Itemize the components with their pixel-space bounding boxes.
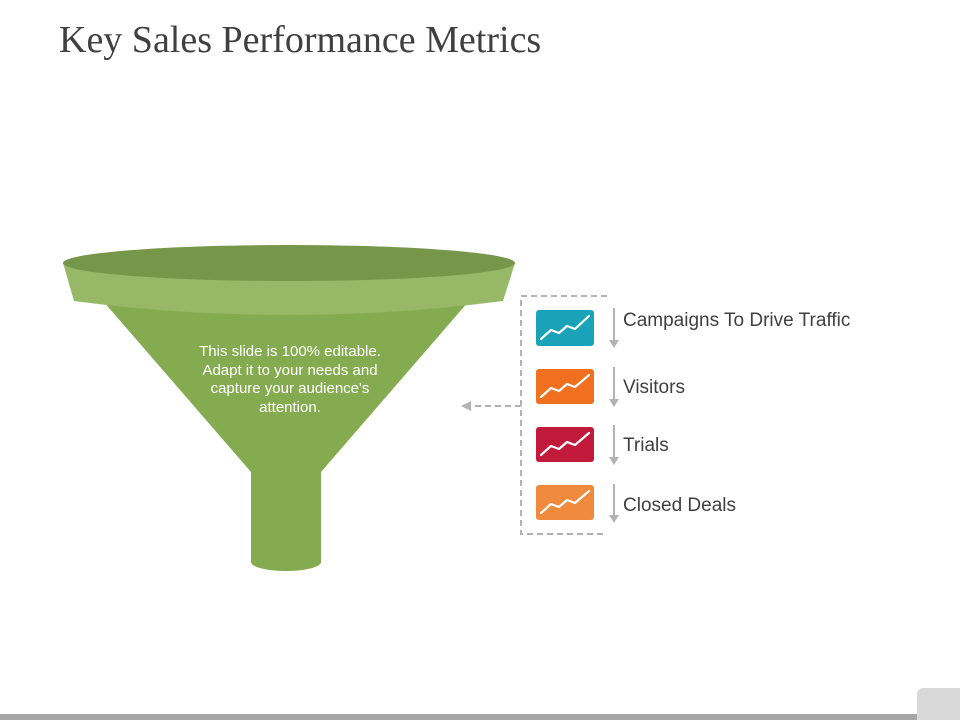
down-arrow-icon <box>609 399 619 407</box>
stage-visitors <box>536 367 619 407</box>
stage-label-trials: Trials <box>623 435 669 456</box>
connector-arrowhead <box>461 401 471 411</box>
funnel-description: This slide is 100% editable. Adapt it to… <box>199 343 381 416</box>
stage-label-campaigns: Campaigns To Drive Traffic <box>623 310 851 331</box>
funnel-body <box>103 301 469 472</box>
trend-line-icon <box>539 489 591 515</box>
trend-line-icon <box>539 373 591 399</box>
trend-line-icon <box>539 431 591 457</box>
stage-label-closed-deals: Closed Deals <box>623 495 736 516</box>
footer-bar <box>0 714 960 720</box>
stage-campaigns <box>536 308 619 348</box>
stage-closed-deals <box>536 484 619 523</box>
slide-title: Key Sales Performance Metrics <box>59 19 542 61</box>
dashed-bracket <box>520 295 607 535</box>
stage-label-visitors: Visitors <box>623 377 685 398</box>
funnel-rim-top <box>63 245 515 281</box>
corner-tab <box>917 688 960 720</box>
down-arrow-icon <box>609 457 619 465</box>
down-arrow-icon <box>609 515 619 523</box>
down-arrow-icon <box>609 340 619 348</box>
funnel-stem <box>251 462 321 571</box>
trend-line-icon <box>539 314 591 341</box>
stage-trials <box>536 425 619 465</box>
